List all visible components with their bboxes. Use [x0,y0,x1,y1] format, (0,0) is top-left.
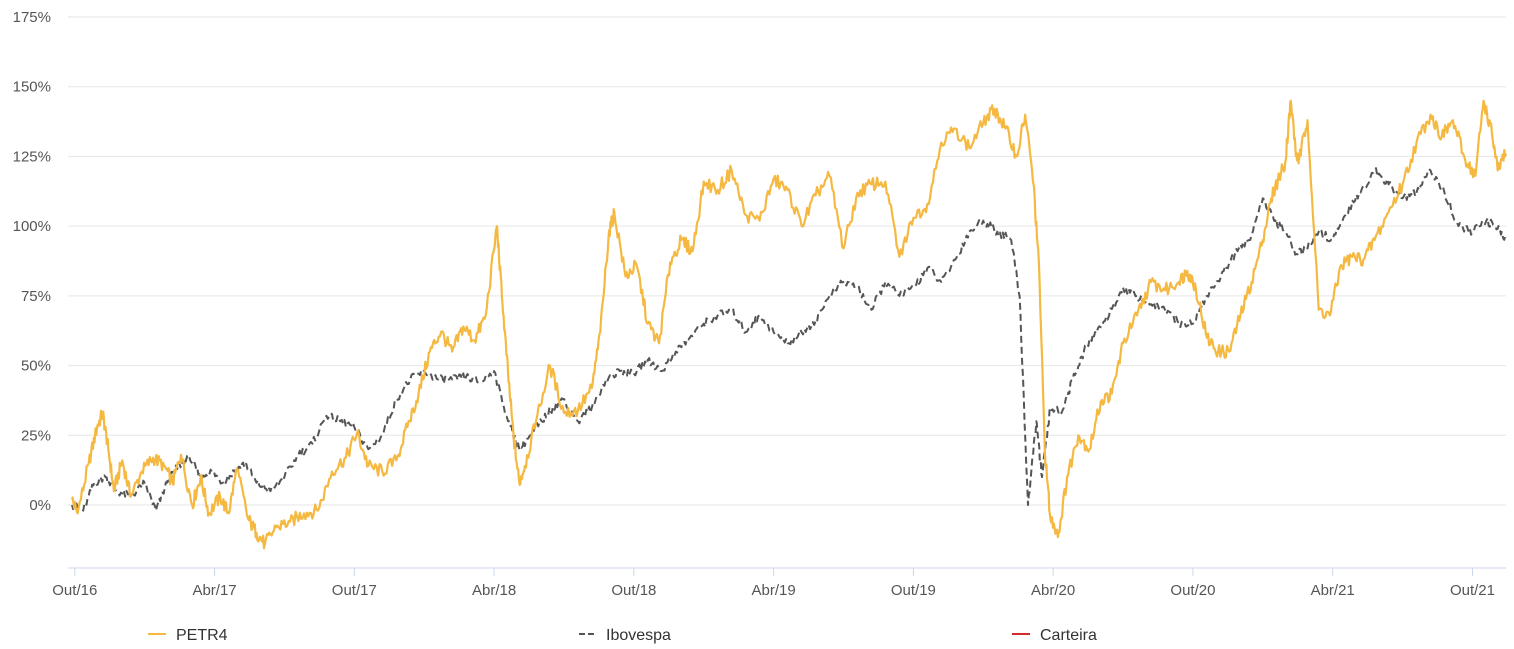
x-axis-tick-labels: Out/16 Abr/17 Out/17 Abr/18 Out/18 Abr/19 Out/… [52,568,1495,599]
legend-item-carteira[interactable]: Carteira [1012,627,1097,644]
y-tick-label: 175% [13,9,51,26]
y-tick-label: 150% [13,79,51,96]
x-tick-label: Out/20 [1170,582,1215,599]
x-tick-label: Out/17 [332,582,377,599]
x-tick-label: Abr/20 [1031,582,1075,599]
legend-item-ibovespa[interactable]: Ibovespa [579,627,671,644]
x-tick-label: Out/18 [611,582,656,599]
y-tick-label: 50% [21,358,51,375]
y-tick-label: 125% [13,148,51,165]
x-tick-label: Out/21 [1450,582,1495,599]
legend: PETR4 Ibovespa Carteira [148,627,1097,644]
series-line-ibovespa [71,167,1507,512]
x-tick-label: Out/16 [52,582,97,599]
x-tick-label: Abr/17 [192,582,236,599]
y-tick-label: 100% [13,218,51,235]
gridlines [68,16,1506,506]
x-tick-label: Out/19 [891,582,936,599]
y-tick-label: 0% [29,497,51,514]
legend-label-petr4: PETR4 [176,627,228,644]
x-tick-label: Abr/19 [752,582,796,599]
x-tick-label: Abr/21 [1311,582,1355,599]
x-tick-label: Abr/18 [472,582,516,599]
y-tick-label: 25% [21,427,51,444]
series-line-petr4 [70,99,1508,550]
legend-label-carteira: Carteira [1040,627,1097,644]
legend-item-petr4[interactable]: PETR4 [148,627,228,644]
series-lines [70,99,1508,550]
legend-label-ibovespa: Ibovespa [606,627,671,644]
y-tick-label: 75% [21,288,51,305]
y-axis-tick-labels: 0% 25% 50% 75% 100% 125% 150% 175% [13,9,51,514]
